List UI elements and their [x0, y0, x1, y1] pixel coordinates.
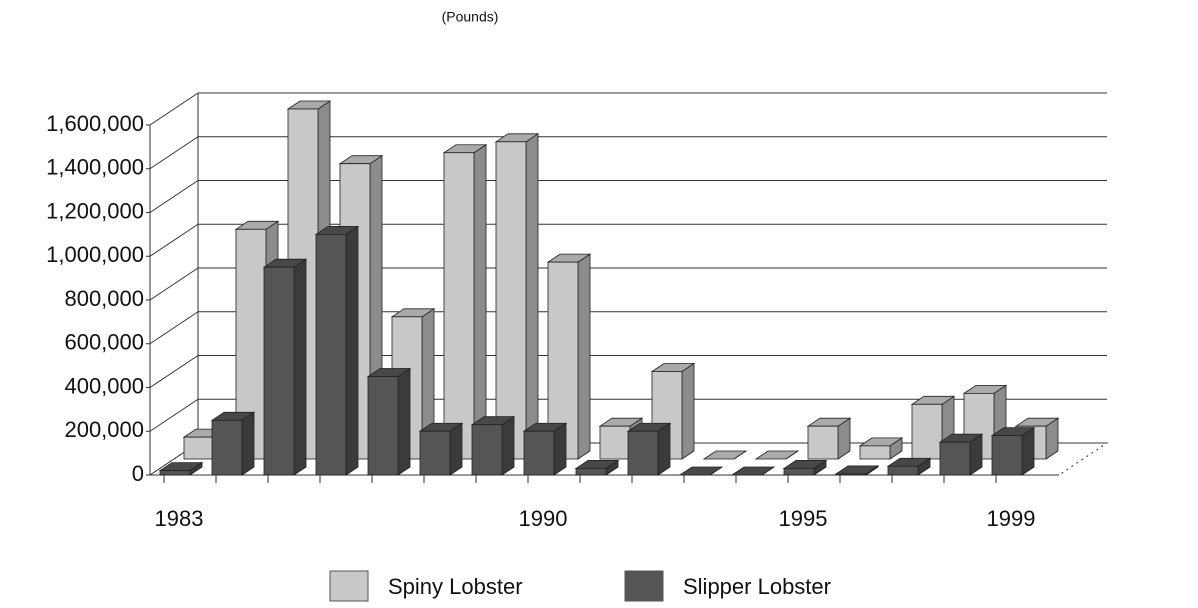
- bar: [807, 425, 839, 460]
- bar: [471, 424, 503, 476]
- bar: [159, 470, 191, 476]
- x-tick-label: 1995: [779, 506, 828, 531]
- grid-line: [149, 311, 199, 345]
- bar: [419, 430, 451, 476]
- legend-swatch: [329, 570, 369, 602]
- bar-side: [657, 422, 671, 476]
- bar: [911, 403, 943, 460]
- x-tick-label: 1983: [155, 506, 204, 531]
- grid-line: [149, 398, 199, 432]
- bar-top: [834, 465, 880, 475]
- bar: [523, 430, 555, 476]
- bar: [211, 419, 243, 476]
- bar-top: [754, 450, 800, 460]
- bar-top: [678, 466, 724, 476]
- bar: [575, 468, 607, 476]
- bar: [835, 473, 867, 476]
- bar-side: [473, 144, 487, 460]
- bar-top: [702, 450, 748, 460]
- bar: [315, 233, 347, 476]
- grid-line: [149, 267, 199, 301]
- bar-top: [730, 466, 776, 476]
- bar: [627, 430, 659, 476]
- y-tick-label: 800,000: [64, 286, 144, 311]
- bar-side: [449, 422, 463, 476]
- bar: [495, 141, 527, 460]
- y-tick-label: 0: [132, 461, 144, 486]
- grid-line: [149, 180, 199, 213]
- legend-swatch: [624, 570, 664, 602]
- x-tick-label: 1999: [987, 506, 1036, 531]
- bar: [443, 152, 475, 460]
- chart-title: (Pounds): [442, 9, 499, 25]
- y-tick-label: 1,200,000: [46, 198, 144, 223]
- x-tick-label: 1990: [519, 506, 568, 531]
- bar: [859, 445, 891, 460]
- bar-side: [293, 258, 307, 476]
- bar-side: [577, 253, 591, 460]
- grid-line: [149, 92, 199, 126]
- bar: [783, 468, 815, 476]
- grid-line: [149, 223, 199, 257]
- bar-side: [345, 225, 359, 476]
- legend-label: Slipper Lobster: [683, 574, 831, 599]
- y-tick-label: 600,000: [64, 330, 144, 355]
- bar: [599, 425, 631, 460]
- bar: [367, 376, 399, 476]
- y-tick-label: 400,000: [64, 373, 144, 398]
- bar: [263, 266, 295, 476]
- bar-side: [681, 362, 695, 460]
- bar-side: [553, 422, 567, 476]
- bar-side: [241, 411, 255, 476]
- grid-line: [149, 136, 199, 170]
- bar-side: [525, 133, 539, 460]
- y-tick-label: 1,600,000: [46, 111, 144, 136]
- bar-side: [501, 415, 515, 476]
- bar: [183, 436, 215, 460]
- bar-side: [397, 367, 411, 476]
- y-tick-label: 1,400,000: [46, 155, 144, 180]
- bar: [991, 435, 1023, 476]
- bar: [887, 465, 919, 476]
- grid-line: [149, 355, 199, 388]
- bar: [939, 441, 971, 476]
- y-tick-label: 1,000,000: [46, 242, 144, 267]
- y-tick-label: 200,000: [64, 417, 144, 442]
- legend-label: Spiny Lobster: [388, 574, 523, 599]
